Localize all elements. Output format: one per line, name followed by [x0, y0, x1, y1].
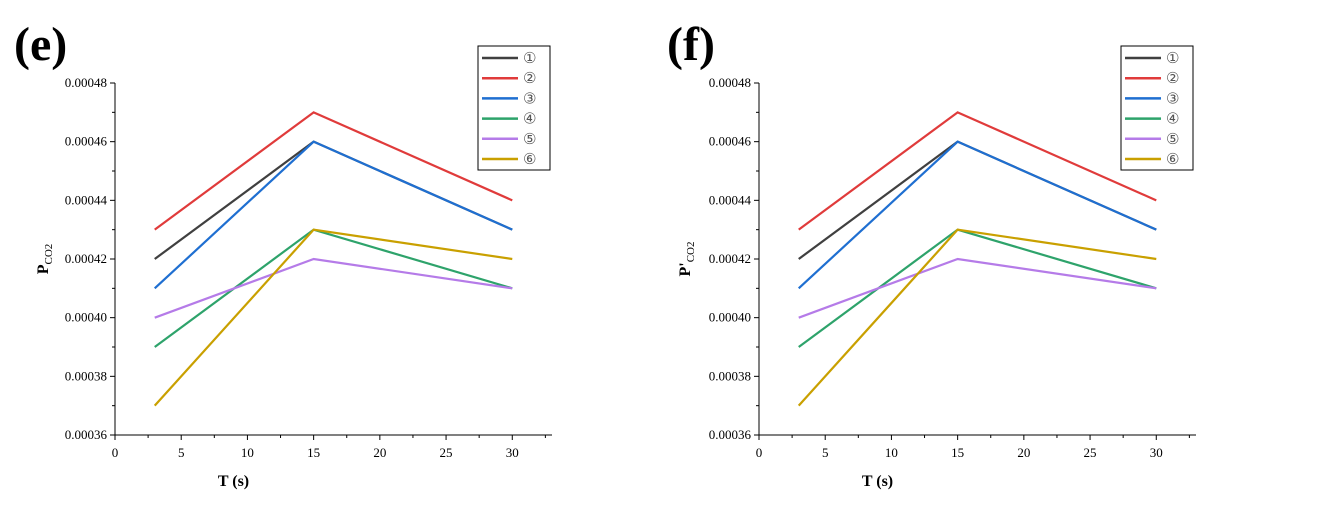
x-tick-label: 25 [1084, 445, 1097, 460]
y-tick-label: 0.00048 [65, 75, 107, 90]
series-line-4 [154, 228, 513, 348]
y-tick-label: 0.00042 [709, 251, 751, 266]
x-tick-label: 25 [440, 445, 453, 460]
x-tick-label: 20 [1017, 445, 1030, 460]
y-axis-title: P'CO2 [677, 242, 697, 277]
y-axis-title: PCO2 [35, 244, 55, 275]
legend-label: ⑥ [1166, 150, 1179, 168]
legend: ① ② ③ ④ ⑤ ⑥ [1120, 45, 1194, 171]
y-tick-label: 0.00048 [709, 75, 751, 90]
series-line-5 [154, 257, 513, 319]
y-tick-label: 0.00040 [709, 310, 751, 325]
x-tick-label: 20 [373, 445, 386, 460]
x-axis-title: T (s) [862, 473, 893, 490]
legend-box [1120, 45, 1194, 171]
legend-label: ② [523, 69, 536, 87]
legend-box [477, 45, 551, 171]
series-line-5 [798, 257, 1157, 319]
x-axis-title: T (s) [218, 473, 249, 490]
series-line-1 [798, 140, 1157, 260]
x-tick-label: 10 [885, 445, 898, 460]
legend-label: ④ [523, 110, 536, 128]
legend-label: ① [523, 49, 536, 67]
series-line-1 [154, 140, 513, 260]
legend: ① ② ③ ④ ⑤ ⑥ [477, 45, 551, 171]
legend-label: ④ [1166, 110, 1179, 128]
legend-label: ⑤ [1166, 130, 1179, 148]
legend-label: ⑤ [523, 130, 536, 148]
series-line-6 [797, 228, 1157, 407]
legend-label: ① [1166, 49, 1179, 67]
x-tick-label: 0 [756, 445, 763, 460]
series-line-2 [154, 111, 513, 231]
x-tick-label: 30 [1150, 445, 1163, 460]
panel-label: (f) [667, 18, 715, 71]
series-line-6 [153, 228, 513, 407]
legend-label: ③ [523, 89, 536, 107]
y-tick-label: 0.00036 [709, 427, 752, 442]
series-line-4 [798, 228, 1157, 348]
y-tick-label: 0.00044 [65, 192, 108, 207]
chart-panel-0: (e) 0.00036 0.00038 0.00040 0.00042 0.00044 0.… [14, 18, 552, 490]
series-line-3 [153, 140, 513, 290]
x-tick-label: 15 [951, 445, 964, 460]
panel-label: (e) [14, 18, 67, 71]
chart-panel-1: (f) 0.00036 0.00038 0.00040 0.00042 0.00044 0.… [667, 18, 1196, 490]
y-tick-label: 0.00046 [709, 134, 752, 149]
legend-label: ② [1166, 69, 1179, 87]
legend-label: ⑥ [523, 150, 536, 168]
y-tick-label: 0.00044 [709, 192, 752, 207]
series-line-2 [798, 111, 1157, 231]
legend-label: ③ [1166, 89, 1179, 107]
y-tick-label: 0.00046 [65, 134, 108, 149]
series-line-3 [797, 140, 1157, 290]
x-tick-label: 0 [112, 445, 119, 460]
y-tick-label: 0.00038 [709, 368, 751, 383]
y-tick-label: 0.00040 [65, 310, 107, 325]
x-tick-label: 10 [241, 445, 254, 460]
x-tick-label: 30 [506, 445, 519, 460]
x-tick-label: 5 [822, 445, 829, 460]
x-tick-label: 5 [178, 445, 185, 460]
y-tick-label: 0.00038 [65, 368, 107, 383]
x-tick-label: 15 [307, 445, 320, 460]
y-tick-label: 0.00036 [65, 427, 108, 442]
y-tick-label: 0.00042 [65, 251, 107, 266]
